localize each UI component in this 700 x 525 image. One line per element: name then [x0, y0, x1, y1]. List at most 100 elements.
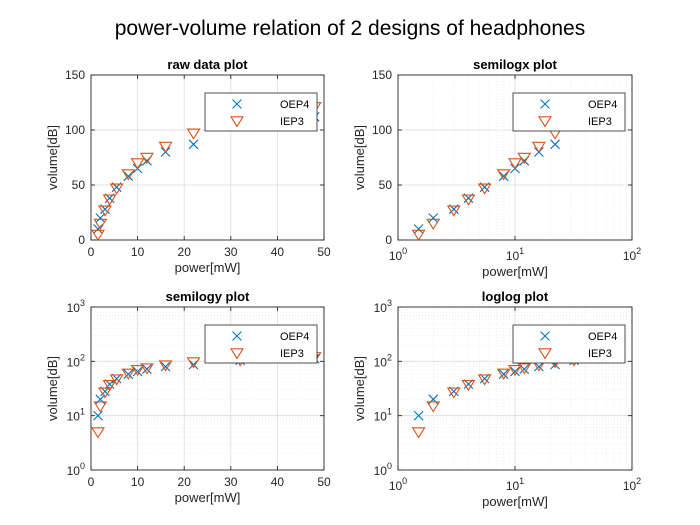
legend-label: OEP4 [280, 99, 309, 111]
data-point-oep4 [104, 379, 115, 390]
y-tick-label: 101 [374, 407, 392, 424]
data-point-iep3 [139, 152, 154, 164]
data-point-iep3 [97, 205, 112, 217]
legend-marker-iep3 [230, 116, 244, 128]
data-point-oep4 [413, 410, 424, 421]
y-tick-label: 150 [372, 68, 392, 82]
x-tick-label: 100 [389, 246, 407, 263]
legend: OEP4 IEP3 [204, 324, 318, 364]
x-tick-label: 40 [271, 245, 285, 259]
x-tick-label: 30 [224, 475, 238, 489]
axes-box [90, 74, 325, 241]
data-point-iep3 [130, 158, 145, 170]
data-point-iep3 [411, 427, 426, 439]
x-axis-label: power[mW] [482, 264, 548, 279]
data-point-iep3 [517, 363, 532, 375]
x-tick-label: 0 [88, 245, 95, 259]
data-point-iep3 [109, 374, 124, 386]
y-axis-label: volume[dB] [352, 125, 367, 190]
axes-box [90, 306, 325, 471]
data-point-oep4 [498, 171, 509, 182]
data-point-oep4 [498, 369, 509, 380]
x-tick-label: 102 [623, 246, 641, 263]
data-point-iep3 [446, 205, 461, 217]
data-point-oep4 [188, 139, 199, 150]
x-tick-label: 40 [271, 475, 285, 489]
legend-label: OEP4 [588, 99, 617, 111]
y-tick-label: 102 [374, 352, 392, 369]
legend-box [204, 92, 318, 132]
y-tick-label: 50 [379, 178, 393, 192]
data-point-iep3 [158, 141, 173, 153]
data-point-iep3 [186, 128, 201, 140]
data-point-iep3 [477, 183, 492, 195]
subplot-3: 0 10 20 30 40 50 100 101 102 103 semilogy plot powe… [45, 289, 331, 505]
data-point-oep4 [428, 213, 439, 223]
data-point-iep3 [102, 194, 117, 206]
y-tick-label: 0 [78, 233, 85, 247]
y-tick-label: 100 [374, 461, 392, 478]
legend-marker-oep4 [232, 331, 242, 341]
data-point-iep3 [91, 229, 105, 240]
data-point-iep3 [477, 374, 492, 386]
x-axis-label: power[mW] [482, 494, 548, 509]
data-point-iep3 [496, 368, 511, 380]
data-point-oep4 [142, 364, 152, 374]
data-point-iep3 [158, 360, 173, 372]
y-tick-label: 150 [65, 68, 85, 82]
x-tick-label: 102 [623, 476, 641, 493]
data-point-iep3 [517, 152, 532, 164]
figure-title: power-volume relation of 2 designs of he… [115, 17, 585, 40]
data-point-iep3 [531, 141, 546, 153]
subplot-title: raw data plot [167, 57, 248, 72]
data-point-oep4 [479, 373, 490, 384]
subplot-2: 100 101 102 0 50 100 150 semilogx plot power[mW]… [352, 57, 641, 279]
legend-box [512, 324, 626, 364]
data-point-oep4 [95, 213, 106, 223]
y-tick-label: 101 [67, 407, 85, 424]
data-point-iep3 [446, 387, 461, 399]
legend-marker-oep4 [540, 331, 550, 341]
y-tick-label: 103 [67, 298, 85, 315]
subplot-1: 0 10 20 30 40 50 0 50 100 150 raw data plot power[m… [45, 57, 331, 275]
legend-box [512, 92, 626, 132]
legend: OEP4 IEP3 [512, 92, 626, 132]
subplot-4: 100 101 102 100 101 102 103 loglog plot power[mW… [352, 289, 641, 509]
data-point-iep3 [496, 169, 511, 181]
data-point-oep4 [111, 373, 122, 384]
data-point-oep4 [463, 379, 474, 390]
data-point-iep3 [121, 368, 136, 380]
data-point-oep4 [93, 410, 103, 421]
subplot-title: semilogy plot [166, 289, 250, 304]
x-tick-label: 101 [506, 476, 524, 493]
y-tick-label: 100 [65, 123, 85, 137]
x-tick-label: 50 [317, 475, 331, 489]
legend-label: IEP3 [588, 348, 612, 360]
legend-marker-iep3 [538, 348, 552, 360]
data-point-iep3 [508, 364, 522, 377]
legend-label: IEP3 [280, 348, 304, 360]
x-tick-label: 20 [178, 475, 192, 489]
x-axis-label: power[mW] [175, 490, 241, 505]
data-point-iep3 [130, 364, 145, 377]
x-tick-label: 20 [178, 245, 192, 259]
y-tick-label: 103 [374, 298, 392, 315]
data-point-oep4 [132, 366, 143, 377]
data-point-iep3 [508, 158, 522, 170]
data-point-iep3 [91, 427, 105, 439]
data-point-iep3 [121, 169, 136, 181]
x-tick-label: 50 [317, 245, 331, 259]
data-point-iep3 [426, 218, 441, 230]
data-point-oep4 [123, 171, 134, 182]
data-point-oep4 [413, 224, 424, 234]
y-tick-label: 100 [67, 461, 85, 478]
data-point-iep3 [426, 401, 441, 413]
legend: OEP4 IEP3 [204, 92, 318, 132]
data-point-oep4 [123, 369, 134, 380]
data-point-oep4 [550, 139, 560, 150]
y-axis-label: volume[dB] [352, 356, 367, 421]
legend-marker-iep3 [538, 116, 552, 128]
legend-box [204, 324, 318, 364]
x-tick-label: 0 [88, 475, 95, 489]
data-point-iep3 [97, 387, 112, 399]
